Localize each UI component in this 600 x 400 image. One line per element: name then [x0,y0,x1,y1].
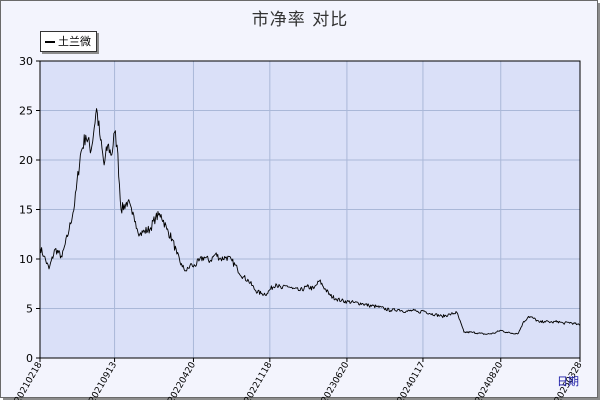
y-axis: 0 5 10 15 20 25 30 [19,55,40,365]
x-tick-label: 20210913 [88,361,120,400]
x-tick-label: 20230620 [320,360,352,400]
y-tick-label: 25 [19,105,33,118]
legend-swatch [45,41,55,43]
y-tick-label: 20 [19,154,33,167]
x-tick-label: 20210218 [13,360,45,400]
y-tick-label: 15 [19,204,33,217]
x-axis: 20210218 20210913 20220420 20221118 20230620… [13,358,585,400]
legend: 土兰微 [40,31,97,52]
legend-label: 土兰微 [58,35,91,48]
chart-title: 市净率 对比 [251,10,349,30]
plot-border [39,60,581,359]
series-line [39,108,581,335]
grid-lines [40,61,580,358]
x-axis-label: 日期 [557,375,579,388]
x-tick-label: 20240117 [396,361,428,400]
y-tick-label: 0 [26,352,33,365]
x-tick-label: 20240820 [474,360,506,400]
y-tick-label: 5 [26,303,33,316]
x-tick-label: 20221118 [243,360,275,400]
y-tick-label: 10 [19,253,33,266]
y-tick-label: 30 [19,55,33,68]
x-tick-label: 20220420 [166,360,198,400]
